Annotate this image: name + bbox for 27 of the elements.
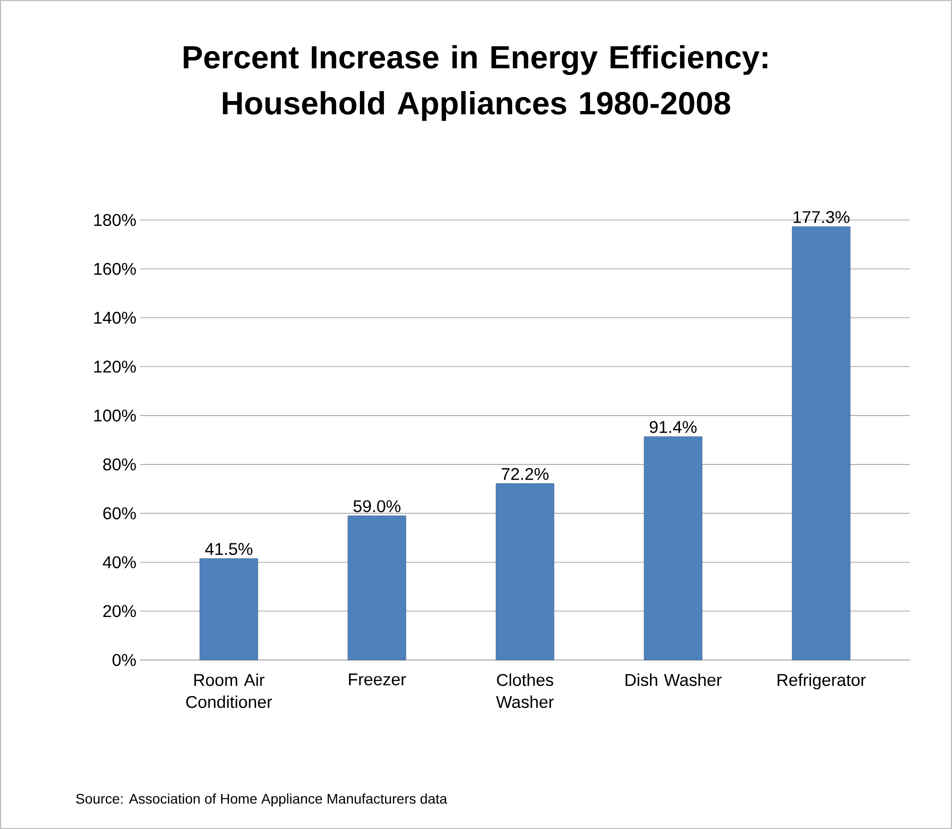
x-tick-label: Room Air Conditioner xyxy=(186,674,272,708)
y-tick-label: 100% xyxy=(94,410,136,422)
bar xyxy=(200,558,258,660)
y-tick-label: 120% xyxy=(94,360,136,373)
x-tick-label: Freezer xyxy=(349,674,406,686)
bar xyxy=(792,226,850,660)
data-label: 41.5% xyxy=(205,543,252,556)
x-tick-label: Refrigerator xyxy=(778,674,866,690)
y-tick-label: 180% xyxy=(94,214,136,226)
x-tick-label: Clothes Washer xyxy=(496,674,554,708)
y-tick-label: 20% xyxy=(103,605,136,618)
bar xyxy=(496,483,554,660)
data-label: 72.2% xyxy=(502,468,548,480)
y-tick-label: 140% xyxy=(94,312,136,324)
data-label: 91.4% xyxy=(650,421,697,434)
y-tick-label: 60% xyxy=(103,507,136,520)
y-tick-label: 160% xyxy=(94,262,136,275)
y-tick-label: 0% xyxy=(112,654,136,666)
y-tick-label: 80% xyxy=(103,458,136,470)
data-label: 177.3% xyxy=(794,211,850,224)
data-label: 59.0% xyxy=(354,500,400,512)
bar xyxy=(348,516,406,660)
bar xyxy=(644,436,702,660)
y-tick-label: 40% xyxy=(102,556,136,568)
x-tick-label: Dish Washer xyxy=(626,674,722,686)
chart-title: Percent Increase in Energy Efficiency: Household Appliances 1980-2008 xyxy=(184,45,768,121)
source-note: Source: Association of Home Appliance Manufacturers data xyxy=(76,793,448,807)
